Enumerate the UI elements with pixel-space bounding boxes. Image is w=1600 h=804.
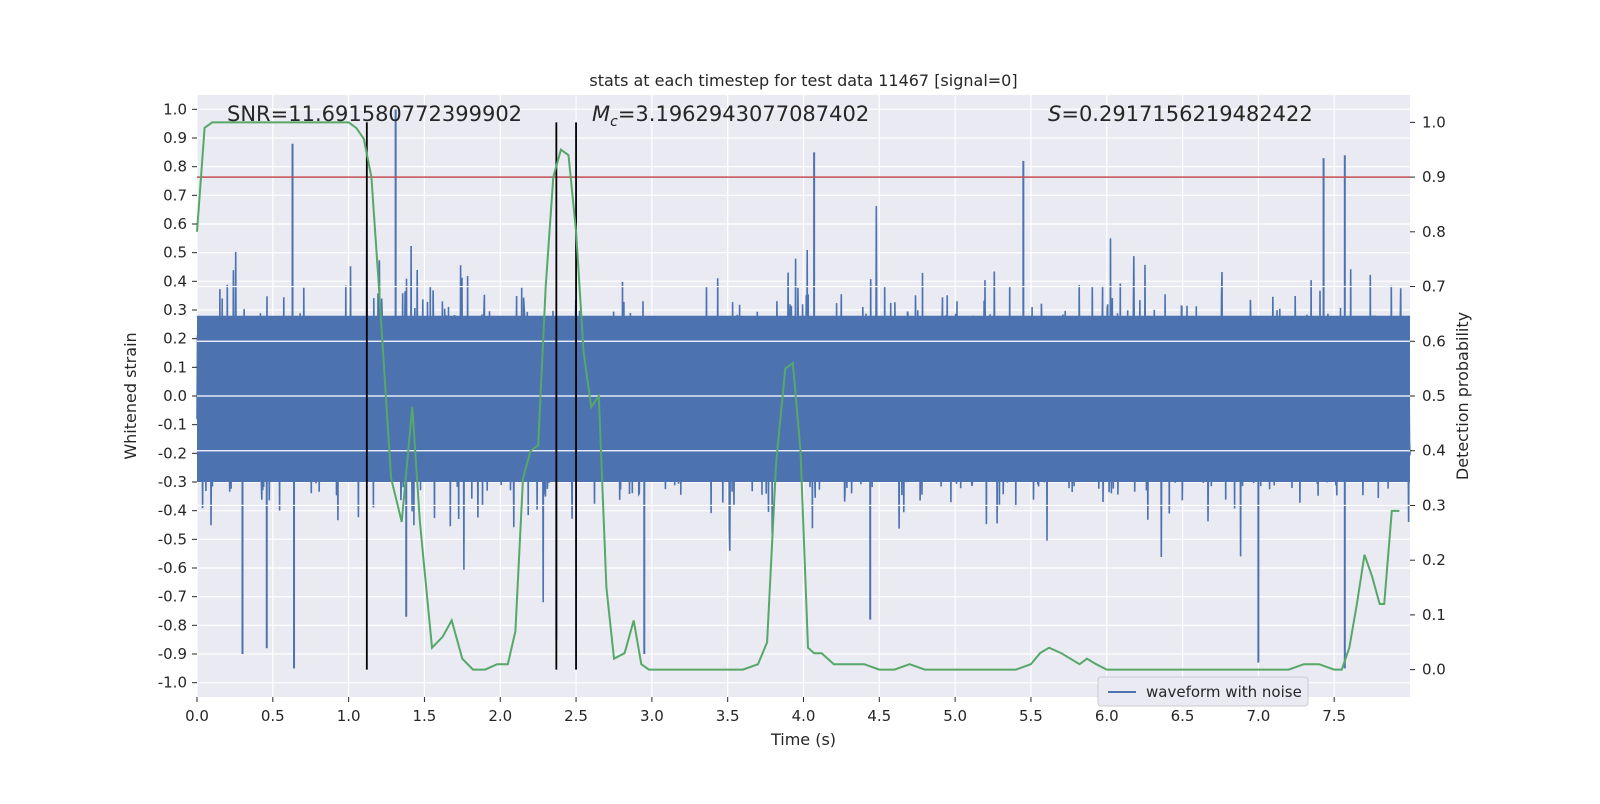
chirp-mass-value: =3.1962943077087402 <box>618 102 869 126</box>
y-left-tick-label: -0.7 <box>158 588 187 606</box>
x-tick-label: 4.5 <box>867 707 891 725</box>
y-axis-label-right: Detection probability <box>1453 312 1472 480</box>
y-right-tick-label: 0.6 <box>1422 332 1446 350</box>
y-right-tick-label: 0.8 <box>1422 223 1446 241</box>
x-tick-label: 6.0 <box>1095 707 1119 725</box>
y-left-tick-label: -0.9 <box>158 645 187 663</box>
y-left-tick-label: -0.8 <box>158 616 187 634</box>
strain-series <box>196 109 1411 669</box>
x-tick-label: 5.0 <box>943 707 967 725</box>
y-left-tick-label: -0.1 <box>158 416 187 434</box>
y-right-tick-label: 1.0 <box>1422 113 1446 131</box>
y-right-tick-label: 0.7 <box>1422 278 1446 296</box>
x-tick-label: 3.5 <box>716 707 740 725</box>
y-left-tick-label: 0.9 <box>163 129 187 147</box>
x-tick-label: 0.0 <box>185 707 209 725</box>
y-right-tick-label: 0.1 <box>1422 606 1446 624</box>
y-left-tick-label: 0.3 <box>163 301 187 319</box>
y-left-tick-label: 0.4 <box>163 272 187 290</box>
x-tick-label: 1.5 <box>413 707 437 725</box>
y-left-tick-label: 0.8 <box>163 158 187 176</box>
s-value: =0.2917156219482422 <box>1061 102 1312 126</box>
y-right-tick-label: 0.4 <box>1422 442 1446 460</box>
x-tick-label: 1.0 <box>337 707 361 725</box>
x-tick-label: 3.0 <box>640 707 664 725</box>
y-left-tick-label: 0.6 <box>163 215 187 233</box>
y-left-tick-label: 0.5 <box>163 244 187 262</box>
y-left-tick-label: -0.3 <box>158 473 187 491</box>
y-left-tick-label: -0.4 <box>158 502 187 520</box>
x-tick-label: 6.5 <box>1171 707 1195 725</box>
y-left-tick-label: -0.6 <box>158 559 187 577</box>
x-tick-label: 7.5 <box>1322 707 1346 725</box>
y-left-tick-label: -0.5 <box>158 530 187 548</box>
x-tick-label: 0.5 <box>261 707 285 725</box>
y-left-tick-label: 1.0 <box>163 100 187 118</box>
y-left-tick-label: 0.0 <box>163 387 187 405</box>
snr-annotation: SNR=11.691580772399902 <box>227 102 522 126</box>
x-tick-label: 5.5 <box>1019 707 1043 725</box>
y-left-tick-label: -1.0 <box>158 674 187 692</box>
y-right-tick-label: 0.5 <box>1422 387 1446 405</box>
y-right-tick-label: 0.9 <box>1422 168 1446 186</box>
legend: waveform with noise <box>1097 676 1309 707</box>
overlay-lines <box>197 122 1410 670</box>
y-right-tick-label: 0.2 <box>1422 551 1446 569</box>
chirp-mass-symbol: M <box>592 102 610 126</box>
y-left-tick-label: 0.7 <box>163 186 187 204</box>
y-left-tick-label: 0.1 <box>163 358 187 376</box>
probability-series <box>196 121 1400 671</box>
s-symbol: S <box>1048 102 1061 126</box>
x-tick-label: 2.0 <box>488 707 512 725</box>
s-annotation: S=0.2917156219482422 <box>1048 102 1313 126</box>
chirp-mass-annotation: Mc=3.1962943077087402 <box>592 102 869 130</box>
chart-title: stats at each timestep for test data 114… <box>589 71 1017 90</box>
x-axis-label: Time (s) <box>770 730 836 749</box>
y-right-tick-label: 0.0 <box>1422 661 1446 679</box>
x-tick-label: 7.0 <box>1246 707 1270 725</box>
x-tick-label: 2.5 <box>564 707 588 725</box>
y-axis-label-left: Whitened strain <box>121 332 140 459</box>
probability-line <box>196 121 1400 671</box>
y-right-tick-label: 0.3 <box>1422 496 1446 514</box>
axes: 0.0 0.5 1.0 1.5 2.0 2.5 3.0 3.5 4.0 4.5 5.0 5.5 6.0 6… <box>158 100 1446 725</box>
strain-dense-band <box>197 315 1410 482</box>
y-left-tick-label: -0.2 <box>158 444 187 462</box>
legend-box <box>1097 676 1309 707</box>
chirp-mass-subscript: c <box>610 114 618 130</box>
y-left-tick-label: 0.2 <box>163 330 187 348</box>
legend-label: waveform with noise <box>1146 683 1302 701</box>
x-tick-label: 4.0 <box>792 707 816 725</box>
